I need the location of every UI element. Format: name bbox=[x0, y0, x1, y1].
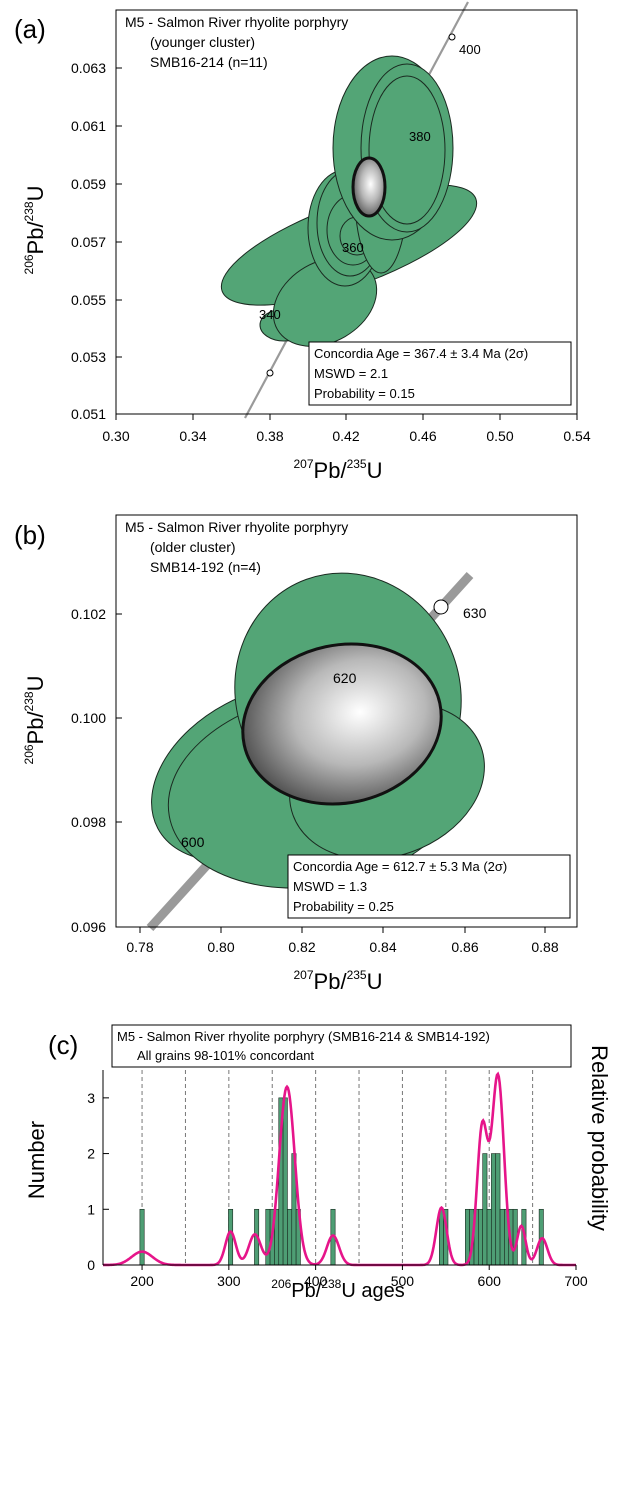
result-mswd: MSWD = 1.3 bbox=[293, 879, 367, 894]
result-box bbox=[287, 854, 571, 919]
x-tick-label: 700 bbox=[564, 1273, 588, 1289]
result-mswd: MSWD = 2.1 bbox=[314, 366, 388, 381]
result-age: Concordia Age = 367.4 ± 3.4 Ma (2σ) bbox=[314, 346, 528, 361]
chart-title: M5 - Salmon River rhyolite porphyry (SMB… bbox=[117, 1029, 490, 1044]
data-ellipse bbox=[368, 75, 446, 225]
x-tick-label: 0.50 bbox=[486, 428, 513, 444]
histogram-bar bbox=[491, 1153, 497, 1266]
y-tick-label: 0.059 bbox=[71, 176, 106, 192]
x-tick-label: 0.88 bbox=[531, 939, 558, 955]
histogram-bar bbox=[478, 1208, 484, 1266]
panel-a: (a) 340 360 380 400 M5 - Salmon River bbox=[14, 1, 591, 483]
x-tick-label: 600 bbox=[478, 1273, 502, 1289]
sample-label: SMB16-214 (n=11) bbox=[150, 54, 268, 70]
y-tick-label: 0.057 bbox=[71, 234, 106, 250]
y-tick-label: 0.053 bbox=[71, 349, 106, 365]
histogram-bar bbox=[287, 1208, 293, 1266]
concordia-marker bbox=[433, 599, 449, 615]
x-tick-label: 0.46 bbox=[409, 428, 436, 444]
histogram-bar bbox=[486, 1208, 492, 1266]
x-tick-label: 500 bbox=[391, 1273, 415, 1289]
y-tick-label: 3 bbox=[87, 1090, 95, 1106]
y-axis-title: 206Pb/238U bbox=[22, 676, 48, 765]
histogram-bar bbox=[482, 1153, 488, 1266]
y-axis-title: 206Pb/238U bbox=[22, 186, 48, 275]
chart-subtitle: (younger cluster) bbox=[150, 34, 255, 50]
y-tick-label: 0.055 bbox=[71, 292, 106, 308]
chart-title: M5 - Salmon River rhyolite porphyry bbox=[125, 14, 348, 30]
result-age: Concordia Age = 612.7 ± 5.3 Ma (2σ) bbox=[293, 859, 507, 874]
y-tick-label: 0.051 bbox=[71, 406, 106, 422]
histogram-bar bbox=[139, 1208, 145, 1266]
histogram-bar bbox=[228, 1208, 234, 1266]
x-tick-label: 0.86 bbox=[451, 939, 478, 955]
x-tick-label: 300 bbox=[217, 1273, 241, 1289]
result-probability: Probability = 0.25 bbox=[293, 899, 394, 914]
concordia-age-label: 600 bbox=[181, 834, 205, 850]
histogram-bar bbox=[499, 1208, 505, 1266]
concordia-age-label: 620 bbox=[333, 670, 357, 686]
x-axis-title: 206Pb/238U ages bbox=[271, 1277, 404, 1302]
y-tick-label: 0.063 bbox=[71, 60, 106, 76]
y-tick-label: 0.102 bbox=[71, 606, 106, 622]
histogram-bar bbox=[265, 1208, 271, 1266]
x-tick-label: 0.84 bbox=[369, 939, 396, 955]
y-tick-label: 0.096 bbox=[71, 919, 106, 935]
concordia-marker bbox=[266, 369, 274, 377]
y-tick-label: 0.098 bbox=[71, 814, 106, 830]
sample-label: SMB14-192 (n=4) bbox=[150, 559, 261, 575]
panel-c: (c) M5 - Salmon River rhyolite porphyry … bbox=[24, 1024, 612, 1302]
x-axis: 0.78 0.80 0.82 0.84 0.86 0.88 bbox=[126, 927, 559, 955]
x-tick-label: 0.78 bbox=[126, 939, 153, 955]
x-axis-title: 207Pb/235U bbox=[294, 457, 383, 483]
y-axis-title: Number bbox=[24, 1121, 49, 1199]
result-box bbox=[308, 341, 572, 406]
x-tick-label: 200 bbox=[130, 1273, 154, 1289]
x-tick-label: 0.54 bbox=[563, 428, 590, 444]
panel-c-label: (c) bbox=[48, 1030, 78, 1060]
x-tick-label: 0.80 bbox=[207, 939, 234, 955]
histogram-bar bbox=[282, 1097, 288, 1266]
x-tick-label: 0.82 bbox=[288, 939, 315, 955]
weighted-mean-ellipse bbox=[351, 156, 387, 218]
x-tick-label: 400 bbox=[304, 1273, 328, 1289]
data-ellipses bbox=[220, 55, 478, 347]
weighted-mean-ellipse bbox=[241, 642, 443, 806]
concordia-age-label: 380 bbox=[409, 129, 431, 144]
y-tick-label: 0 bbox=[87, 1257, 95, 1273]
y-tick-label: 0.061 bbox=[71, 118, 106, 134]
y-axis: 0 1 2 3 bbox=[87, 1090, 109, 1273]
y-axis: 0.102 0.100 0.098 0.096 bbox=[71, 606, 122, 935]
y-tick-label: 1 bbox=[87, 1201, 95, 1217]
x-tick-label: 0.38 bbox=[256, 428, 283, 444]
panel-a-label: (a) bbox=[14, 14, 46, 44]
y-tick-label: 0.100 bbox=[71, 710, 106, 726]
x-tick-label: 0.30 bbox=[102, 428, 129, 444]
chart-subtitle: All grains 98-101% concordant bbox=[137, 1048, 314, 1063]
concordia-marker bbox=[448, 33, 456, 41]
plot-frame bbox=[115, 514, 578, 928]
x-axis-title: 207Pb/235U bbox=[294, 968, 383, 994]
x-tick-label: 0.34 bbox=[179, 428, 206, 444]
concordia-age-label: 630 bbox=[463, 605, 487, 621]
histogram-bar bbox=[495, 1153, 501, 1266]
panel-b: (b) 600 620 630 M5 - Salmon River rhyoli… bbox=[14, 514, 578, 994]
concordia-age-label: 400 bbox=[459, 42, 481, 57]
concordia-age-label: 340 bbox=[259, 307, 281, 322]
annotation-box bbox=[111, 1024, 572, 1068]
concordia-age-label: 360 bbox=[342, 240, 364, 255]
x-axis: 200 300 400 500 600 700 bbox=[130, 1265, 588, 1289]
y-axis-title-right: Relative probability bbox=[587, 1045, 612, 1231]
x-axis: 0.30 0.34 0.38 0.42 0.46 0.50 0.54 bbox=[102, 414, 591, 444]
chart-title: M5 - Salmon River rhyolite porphyry bbox=[125, 519, 348, 535]
y-axis: 0.063 0.061 0.059 0.057 0.055 0.053 0.05… bbox=[71, 60, 122, 422]
panel-b-label: (b) bbox=[14, 520, 46, 550]
histogram-bar bbox=[439, 1208, 444, 1266]
x-tick-label: 0.42 bbox=[332, 428, 359, 444]
chart-subtitle: (older cluster) bbox=[150, 539, 236, 555]
result-probability: Probability = 0.15 bbox=[314, 386, 415, 401]
y-tick-label: 2 bbox=[87, 1146, 95, 1162]
